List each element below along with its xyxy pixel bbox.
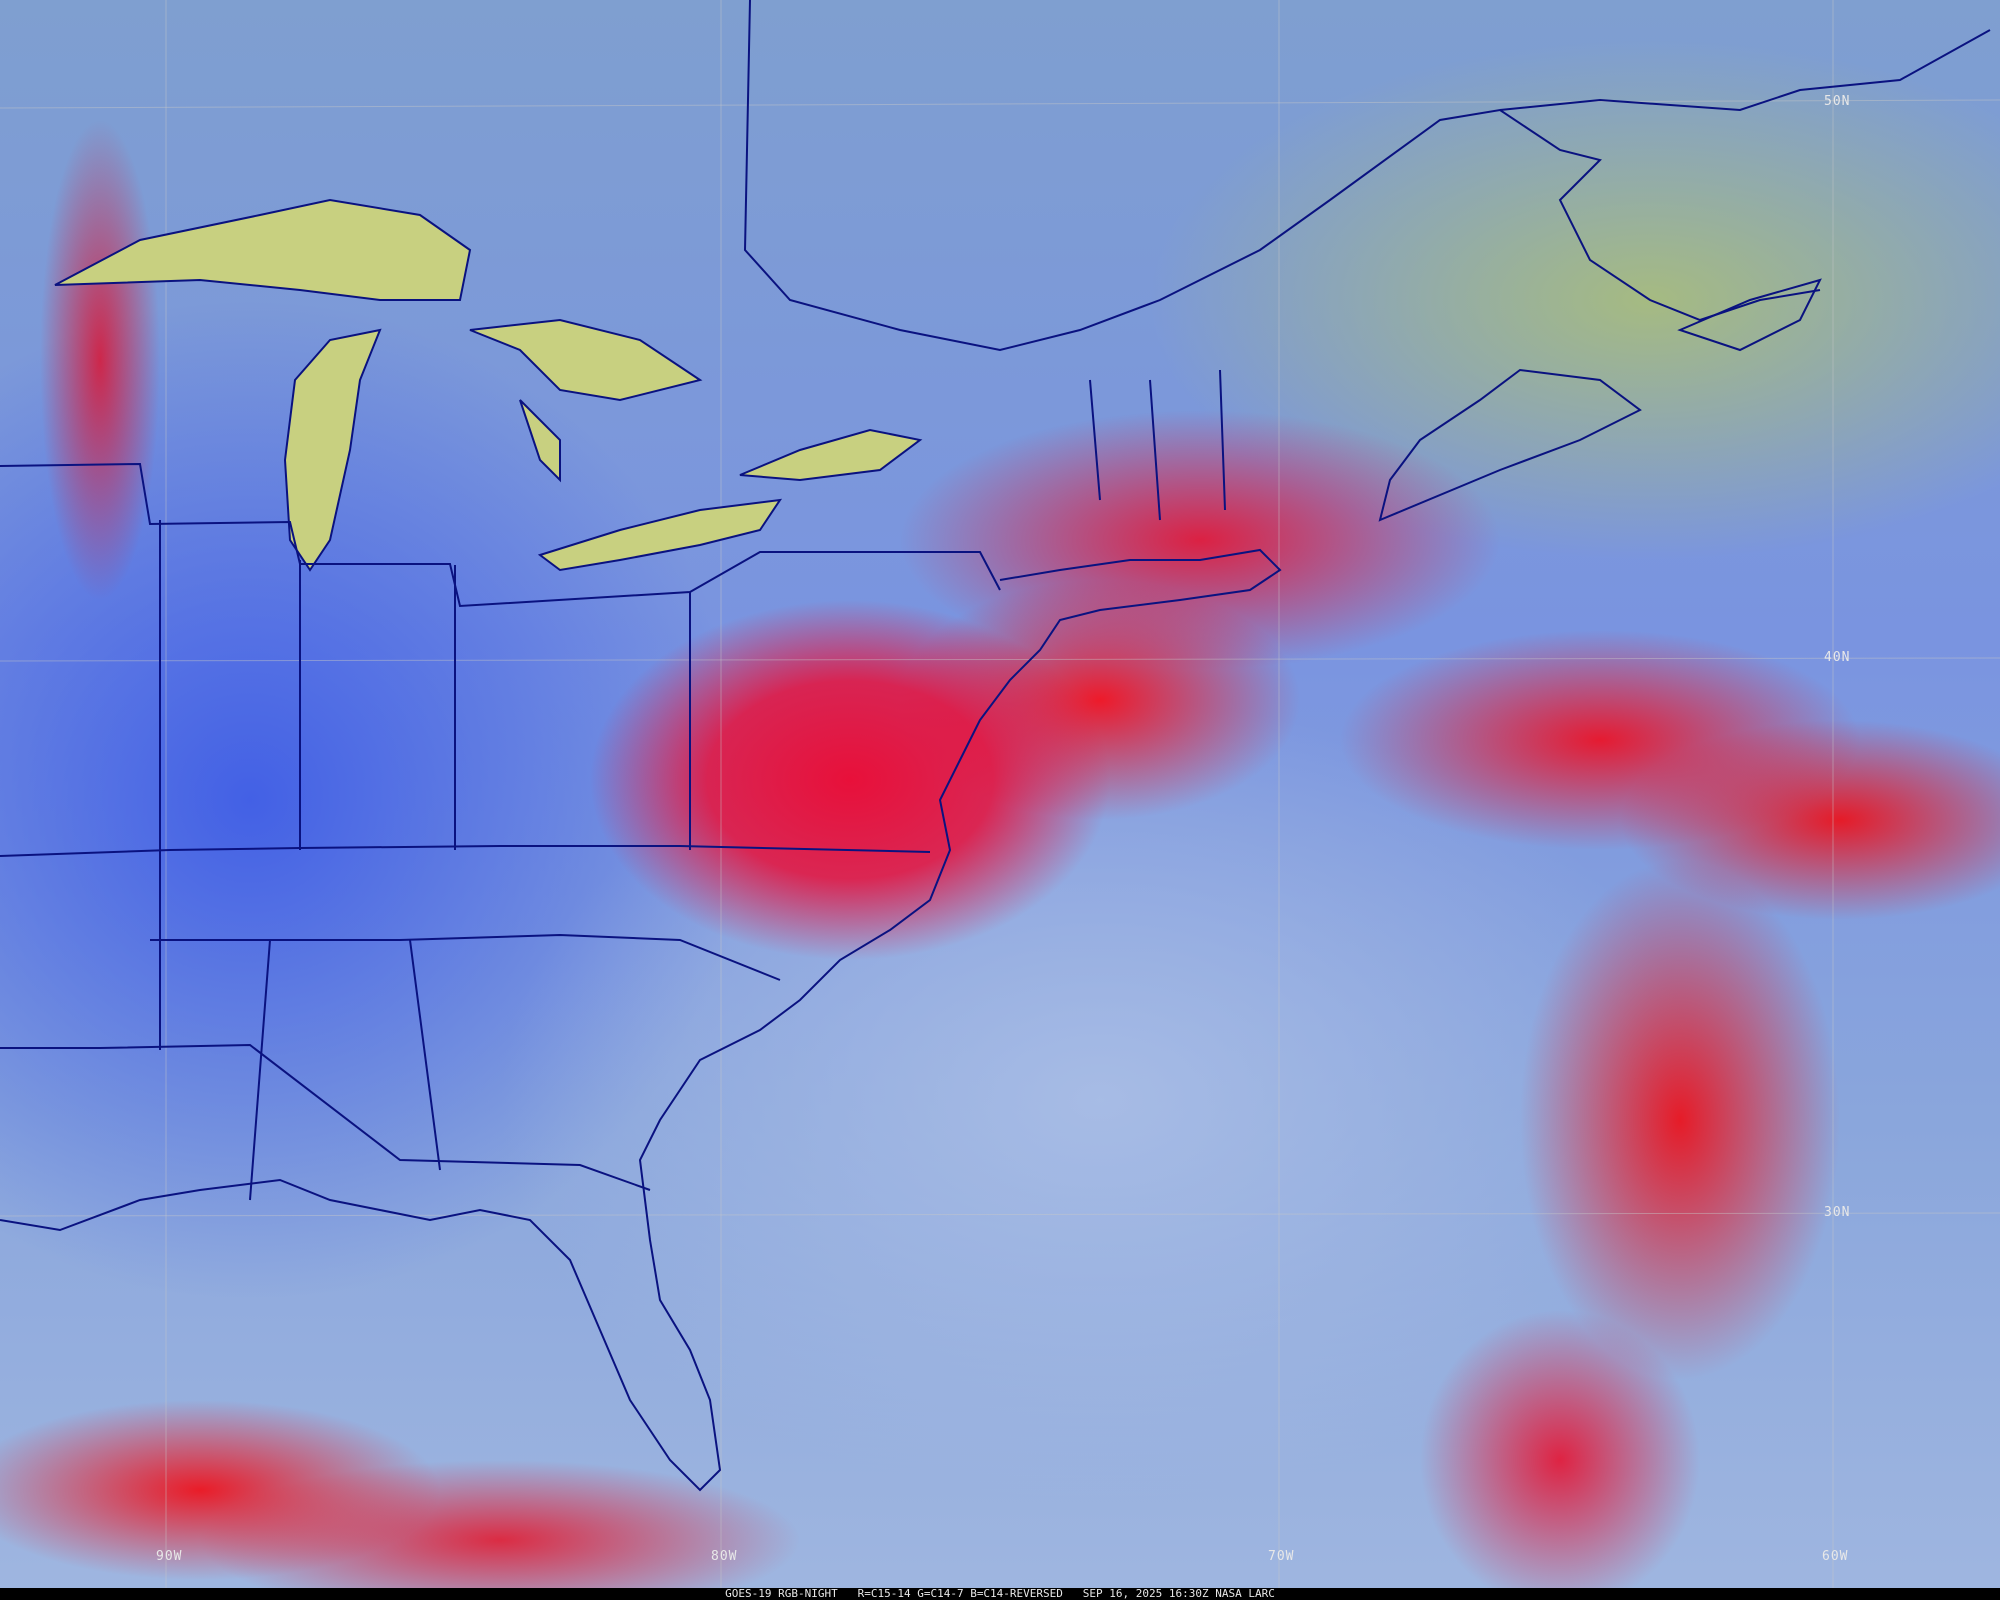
- lat-label-30n: 30N: [1824, 1205, 1851, 1220]
- lat-label-40n: 40N: [1824, 650, 1851, 665]
- great-lakes: [54, 198, 923, 572]
- image-caption: GOES-19 RGB-NIGHT R=C15-14 G=C14-7 B=C14…: [0, 1588, 2000, 1600]
- lon-label-60w: 60W: [1822, 1549, 1849, 1564]
- lon-label-80w: 80W: [711, 1549, 738, 1564]
- lon-label-70w: 70W: [1268, 1549, 1295, 1564]
- lon-label-90w: 90W: [156, 1549, 183, 1564]
- lat-label-50n: 50N: [1824, 94, 1851, 109]
- coastlines-and-borders: [0, 0, 1991, 1492]
